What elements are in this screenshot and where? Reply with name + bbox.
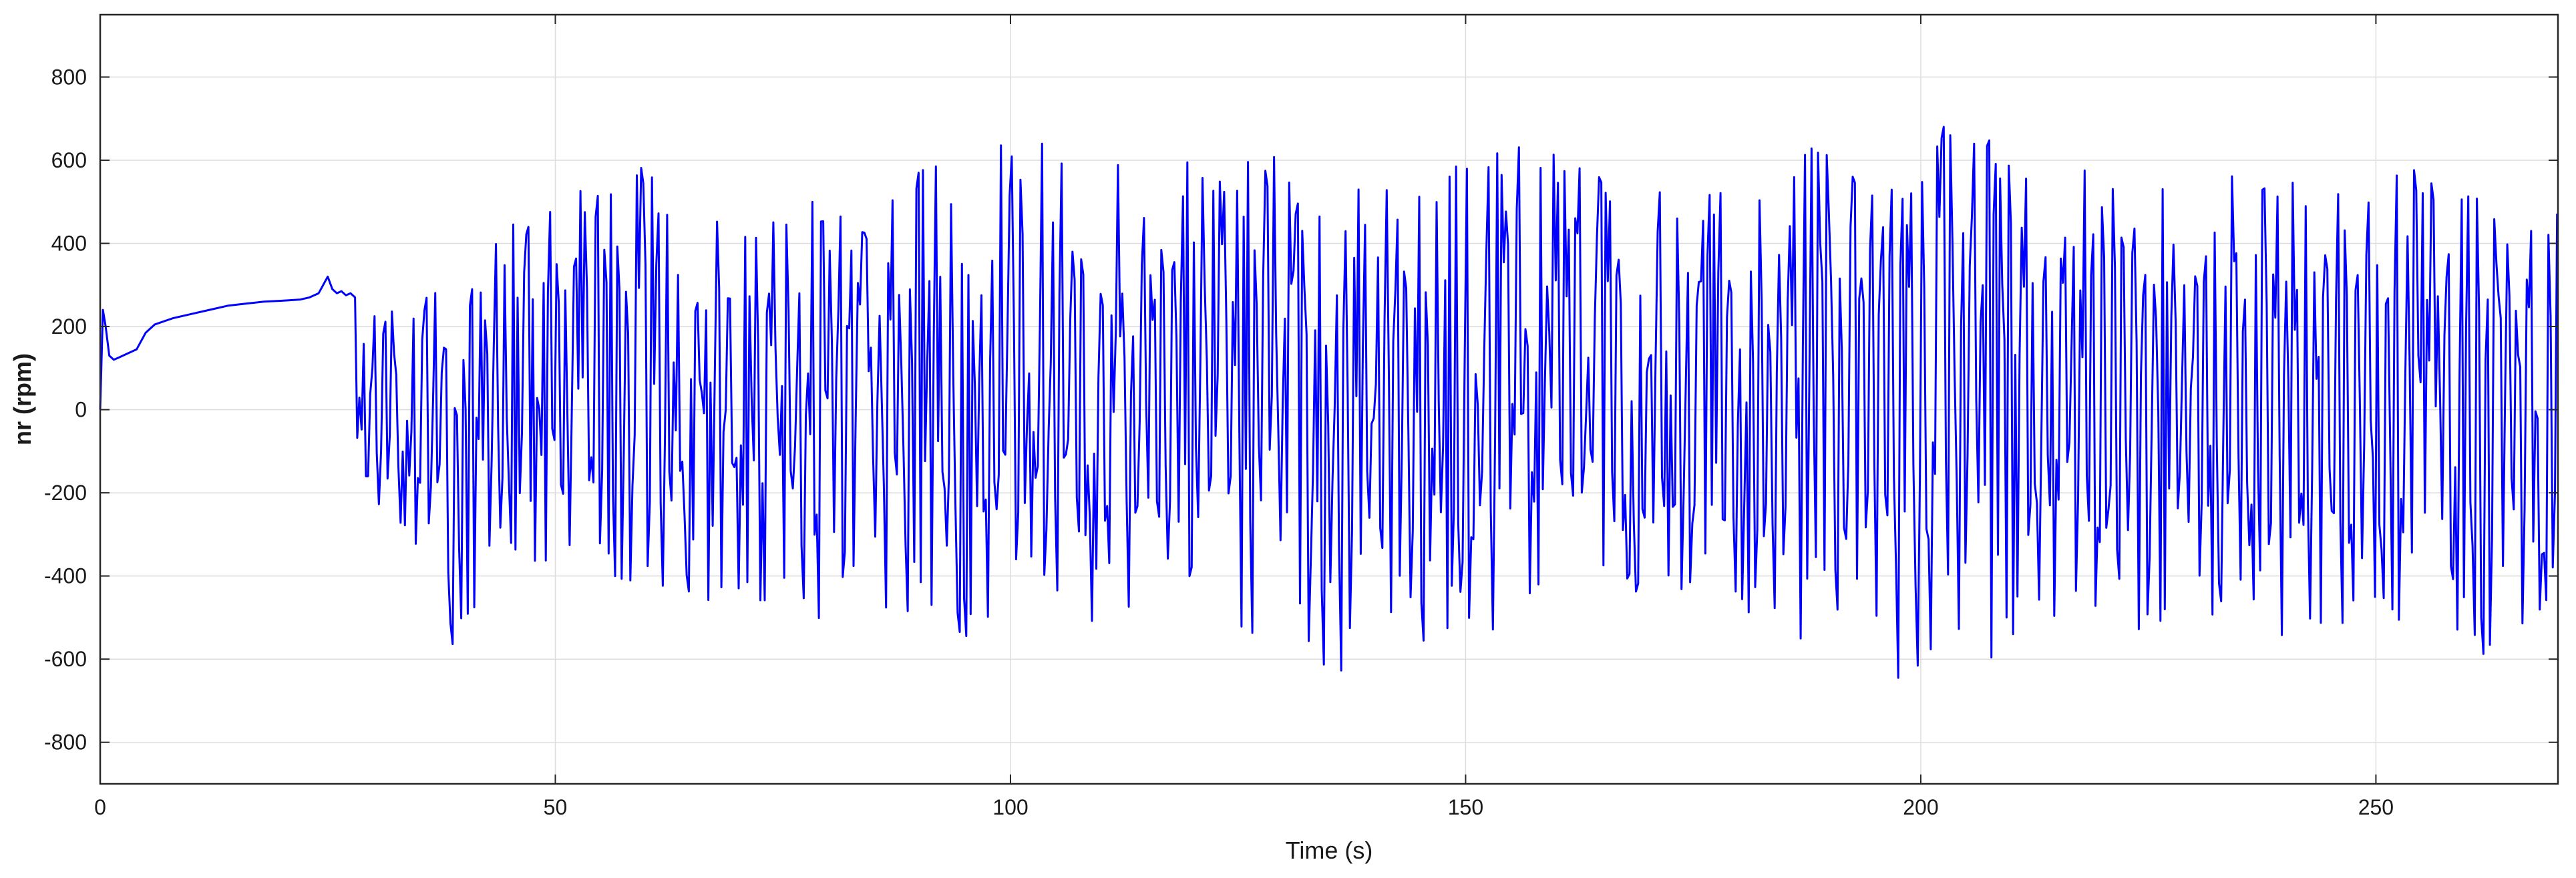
x-tick-label: 50	[544, 795, 568, 819]
y-tick-label: 600	[51, 148, 87, 172]
x-tick-label: 200	[1903, 795, 1938, 819]
series-line	[99, 126, 2559, 679]
data-series	[99, 126, 2559, 679]
y-tick-label: 0	[75, 398, 87, 422]
y-tick-label: -800	[44, 730, 87, 754]
y-tick-label: 800	[51, 65, 87, 89]
y-axis-label: nr (rpm)	[9, 353, 36, 445]
y-tick-label: -600	[44, 647, 87, 671]
axes-frame	[99, 13, 2559, 785]
y-tick-label: 200	[51, 314, 87, 339]
axis-ticks: 0 50 100 150 200 250 -800 -600 -400 -200 0 200 400 60…	[44, 15, 2558, 819]
y-tick-label: -400	[44, 564, 87, 588]
plot-area	[100, 15, 2558, 784]
x-axis-label: Time (s)	[1286, 837, 1373, 864]
x-tick-label: 0	[94, 795, 106, 819]
x-tick-label: 100	[992, 795, 1028, 819]
x-tick-label: 250	[2358, 795, 2394, 819]
y-tick-label: 400	[51, 231, 87, 255]
x-tick-label: 150	[1448, 795, 1483, 819]
y-tick-label: -200	[44, 481, 87, 505]
